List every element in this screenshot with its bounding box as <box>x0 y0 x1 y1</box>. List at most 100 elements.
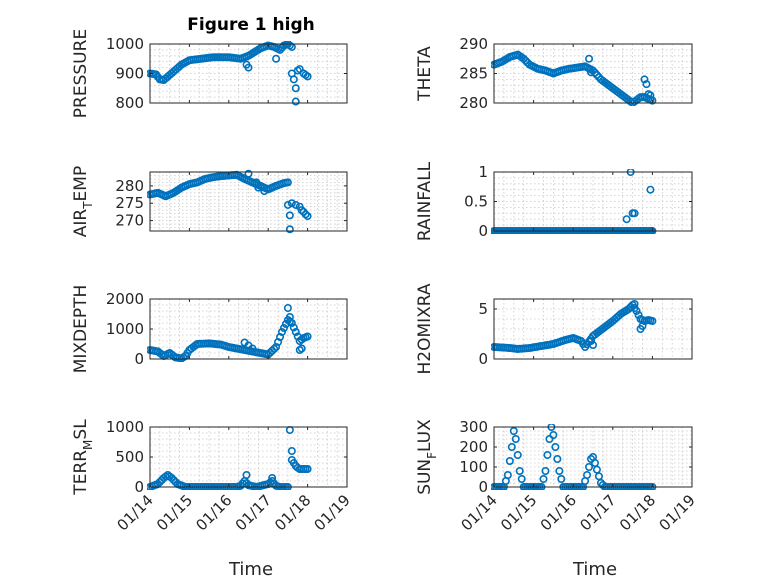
data-point <box>557 474 566 483</box>
data-point <box>541 466 550 475</box>
y-tick-label: 0 <box>134 350 144 368</box>
data-point <box>642 80 651 89</box>
data-point <box>638 321 647 330</box>
data-point <box>295 65 304 74</box>
data-point <box>289 75 298 84</box>
x-tick-label: 01/14 <box>114 491 157 534</box>
axes-box <box>493 298 693 360</box>
y-tick-label: 500 <box>115 448 144 466</box>
data-point <box>549 430 558 439</box>
y-axis-label: THETA <box>415 46 435 102</box>
data-point <box>630 209 639 218</box>
data-point <box>303 72 312 81</box>
y-tick-label: 280 <box>115 177 144 195</box>
y-axis-label: RAINFALL <box>415 161 435 241</box>
data-point <box>509 426 518 435</box>
data-point <box>630 299 639 308</box>
x-tick-label: 01/18 <box>271 491 314 534</box>
data-point <box>539 474 548 483</box>
data-point <box>585 462 594 471</box>
data-point <box>289 323 298 332</box>
data-point <box>283 303 292 312</box>
y-tick-label: 270 <box>115 212 144 230</box>
data-point <box>291 84 300 93</box>
y-axis-label: SUNFLUX <box>415 419 439 495</box>
data-point <box>640 75 649 84</box>
y-axis-label: PRESSURE <box>71 29 91 118</box>
data-point <box>596 478 605 487</box>
data-point <box>303 212 312 221</box>
data-point <box>285 225 294 234</box>
x-tick-label: 01/19 <box>311 491 354 534</box>
y-tick-label: 1000 <box>106 35 144 53</box>
data-point <box>279 324 288 333</box>
axes-box <box>149 171 348 232</box>
axes-6: 0 5 H2OMIXRA <box>415 283 693 375</box>
data-point <box>505 456 514 465</box>
x-tick-label: 01/16 <box>537 491 580 534</box>
axes-4: 0 0.5 1 RAINFALL <box>415 161 693 241</box>
data-point <box>260 187 269 196</box>
data-point <box>242 470 251 479</box>
axes-1: 800 900 1000 PRESSURE <box>71 29 348 118</box>
x-tick-label: 01/14 <box>458 491 501 534</box>
y-tick-label: 285 <box>459 65 488 83</box>
x-tick-label: 01/15 <box>153 491 196 534</box>
data-point <box>287 446 296 455</box>
data-point <box>297 206 306 215</box>
data-point <box>587 454 596 463</box>
y-tick-label: 280 <box>459 94 488 112</box>
x-tick-label: 01/19 <box>656 491 699 534</box>
y-tick-label: 5 <box>478 300 488 318</box>
series-markers <box>491 299 657 353</box>
data-point <box>167 473 176 482</box>
x-tick-label: 01/15 <box>497 491 540 534</box>
data-point <box>169 475 178 484</box>
axes-box <box>493 426 693 488</box>
data-point <box>588 340 597 349</box>
data-point <box>268 473 277 482</box>
x-tick-label: 01/17 <box>232 491 275 534</box>
y-axis-label: MIXDEPTH <box>71 285 91 374</box>
data-point <box>515 466 524 475</box>
data-point <box>285 312 294 321</box>
y-tick-label: 0 <box>134 478 144 496</box>
data-point <box>272 54 281 63</box>
data-point <box>513 450 522 459</box>
axes-8: 0 100 200 300 01/1401/1501/1601/1701/1801/19… <box>415 418 699 534</box>
data-point <box>248 344 257 353</box>
data-point <box>585 54 594 63</box>
x-axis-label-left: Time <box>228 559 273 580</box>
y-tick-label: 1000 <box>106 320 144 338</box>
data-point <box>297 344 306 353</box>
y-tick-label: 100 <box>459 458 488 476</box>
series-markers <box>491 50 657 106</box>
data-point <box>588 66 597 75</box>
data-point <box>517 474 526 483</box>
y-tick-label: 0 <box>478 222 488 240</box>
data-point <box>587 68 596 77</box>
data-point <box>277 327 286 336</box>
x-tick-label: 01/17 <box>576 491 619 534</box>
data-point <box>301 210 310 219</box>
series-markers <box>147 169 312 234</box>
data-point <box>287 199 296 208</box>
data-point <box>155 478 164 487</box>
axes-2: 280 285 290 THETA <box>415 35 693 112</box>
data-point <box>521 56 530 65</box>
y-tick-label: 2000 <box>106 290 144 308</box>
y-tick-label: 0.5 <box>464 193 488 211</box>
figure-title: Figure 1 high <box>187 15 315 35</box>
data-point <box>507 442 516 451</box>
data-point <box>285 211 294 220</box>
data-point <box>551 442 560 451</box>
data-point <box>283 178 292 187</box>
data-point <box>648 316 657 325</box>
data-point <box>291 97 300 106</box>
y-tick-label: 0 <box>478 350 488 368</box>
y-tick-label: 800 <box>115 94 144 112</box>
data-point <box>632 306 641 315</box>
